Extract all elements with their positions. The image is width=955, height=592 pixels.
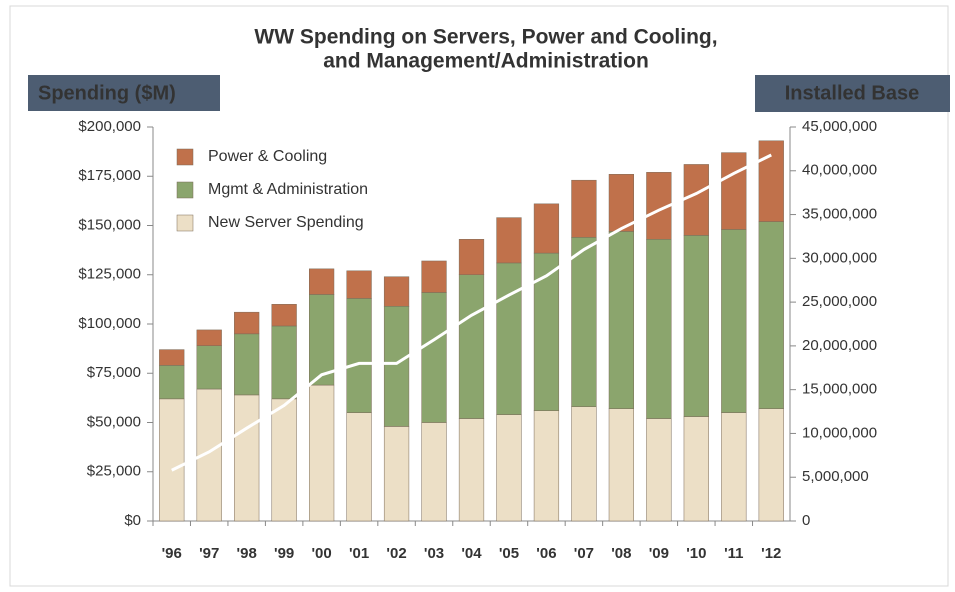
bar-segment [758,140,784,222]
bar-segment [346,412,372,522]
x-tick-label: '00 [311,545,331,562]
y-tick-label: $50,000 [87,413,141,430]
x-tick-label: '11 [724,545,743,562]
bar-segment [458,418,485,522]
y2-tick-label: 10,000,000 [802,424,877,441]
x-tick-label: '12 [761,545,781,562]
bar-segment [196,345,222,390]
legend-label: Power & Cooling [208,148,327,165]
bar-segment [421,292,447,423]
x-tick-label: '01 [349,545,369,562]
y2-axis-label: Installed Base [785,82,920,104]
x-tick-label: '99 [274,545,294,562]
bar-segment [721,152,747,230]
x-tick-label: '97 [199,545,219,562]
x-tick-label: '06 [536,545,556,562]
y2-tick-label: 20,000,000 [802,337,877,354]
bar-segment [159,349,185,366]
bar-segment [533,410,560,522]
bar-segment [271,304,297,327]
x-tick-label: '02 [386,545,406,562]
bar-segment [309,384,335,522]
y2-tick-label: 15,000,000 [802,381,877,398]
bar-segment [496,217,522,264]
chart-title: WW Spending on Servers, Power and Coolin… [254,26,717,49]
bar-segment [608,231,634,409]
y-tick-label: $75,000 [87,364,141,381]
y-tick-label: $25,000 [87,463,141,480]
y-tick-label: $0 [124,512,141,529]
bar-segment [271,325,297,400]
bar-segment [646,418,672,522]
bar-segment [383,306,410,427]
bar-segment [496,262,522,415]
y2-tick-label: 40,000,000 [802,162,877,179]
y2-tick-label: 25,000,000 [802,293,877,310]
legend-label: Mgmt & Administration [208,181,368,198]
y-tick-label: $200,000 [78,118,141,135]
bar-segment [458,274,485,419]
x-tick-label: '03 [424,545,444,562]
chart-title: and Management/Administration [323,50,649,73]
bar-segment [533,203,560,254]
bar-segment [234,394,260,522]
y2-tick-label: 35,000,000 [802,206,877,223]
bar-segment [721,229,747,413]
bar-segment [271,398,297,522]
bar-segment [683,164,709,236]
bar-segment [346,270,372,299]
bar-segment [758,221,784,409]
y-tick-label: $175,000 [78,167,141,184]
bar-segment [683,416,709,522]
legend-swatch [176,214,194,232]
legend-swatch [176,181,194,199]
y2-tick-label: 45,000,000 [802,118,877,135]
y-tick-label: $150,000 [78,216,141,233]
bar-segment [496,414,522,522]
y2-tick-label: 5,000,000 [802,468,869,485]
bar-segment [159,398,185,522]
bar-segment [346,298,372,413]
bar-segment [421,422,447,522]
x-tick-label: '96 [162,545,182,562]
bar-segment [608,408,634,522]
y-tick-label: $100,000 [78,315,141,332]
bar-segment [234,333,260,396]
bar-segment [421,260,447,293]
bar-segment [683,235,709,417]
y2-label-box [755,75,950,112]
x-tick-label: '10 [686,545,706,562]
bar-segment [758,408,784,522]
bar-segment [571,179,597,238]
x-tick-label: '05 [499,545,519,562]
bar-segment [458,239,485,275]
y-tick-label: $125,000 [78,266,141,283]
bar-segment [309,294,335,386]
bar-segment [383,276,410,307]
bar-segment [571,406,597,522]
bar-segment [608,174,634,232]
bar-segment [196,329,222,346]
y2-tick-label: 0 [802,512,810,529]
bar-segment [234,311,260,335]
bar-segment [309,268,335,295]
bar-segment [159,365,185,400]
x-tick-label: '07 [574,545,594,562]
bar-segment [646,239,672,419]
x-tick-label: '04 [461,545,482,562]
y-axis-label: Spending ($M) [38,82,176,104]
y-label-box [28,75,220,111]
bar-segment [383,426,410,522]
x-tick-label: '09 [649,545,669,562]
installed-base-line [171,153,772,472]
bar-segment [571,237,597,407]
x-tick-label: '98 [237,545,257,562]
legend-label: New Server Spending [208,214,364,231]
x-tick-label: '08 [611,545,631,562]
bar-segment [721,412,747,522]
y2-tick-label: 30,000,000 [802,249,877,266]
legend-swatch [176,148,194,166]
